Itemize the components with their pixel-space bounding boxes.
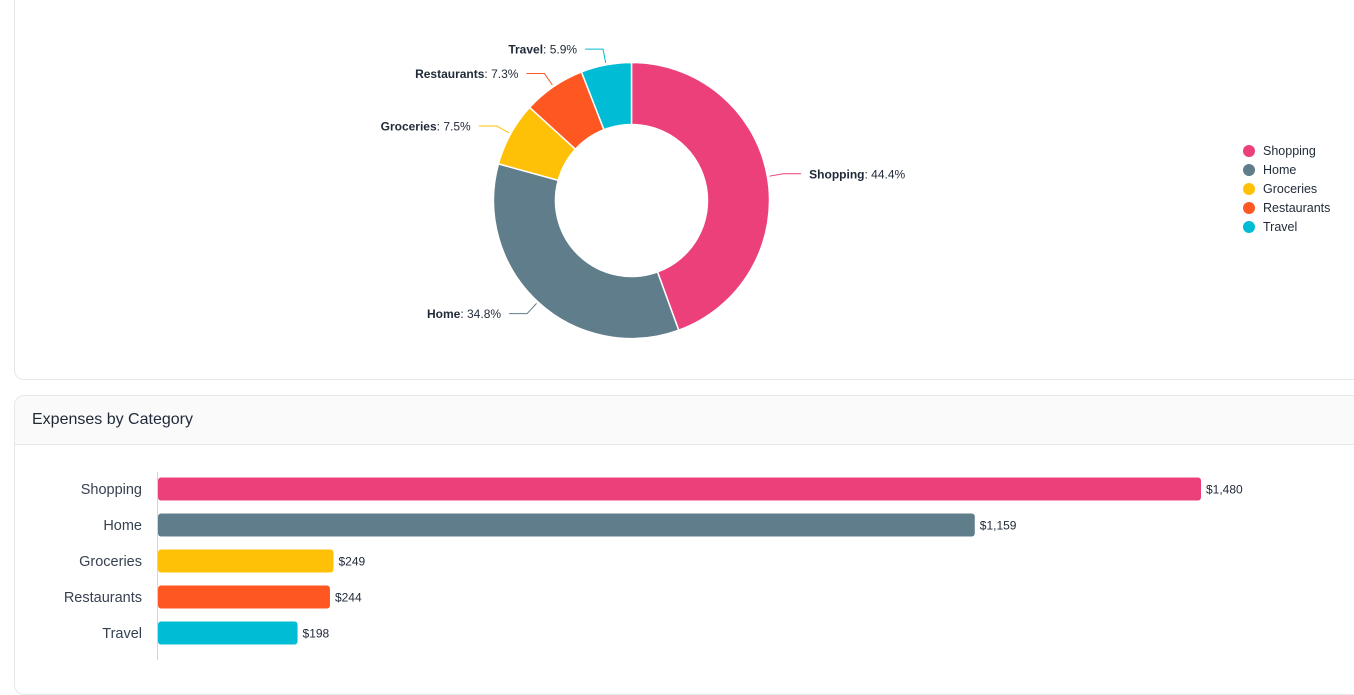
- donut-label-shopping: Shopping: 44.4%: [809, 167, 905, 181]
- legend-item-restaurants[interactable]: Restaurants: [1243, 198, 1330, 217]
- bar-category-label-shopping: Shopping: [81, 482, 142, 498]
- legend-label-shopping: Shopping: [1263, 143, 1316, 158]
- donut-slice-home[interactable]: [492, 162, 680, 340]
- legend-dot-groceries: [1243, 182, 1255, 195]
- bar-shopping[interactable]: [158, 477, 1201, 501]
- donut-slice-shopping[interactable]: [630, 61, 771, 332]
- bar-restaurants[interactable]: [158, 585, 330, 609]
- bar-travel[interactable]: [158, 621, 298, 645]
- legend-label-home: Home: [1263, 162, 1297, 177]
- bar-chart: Shopping $1,480 Home $1,159 Groceries $249 Res…: [64, 472, 1243, 660]
- bar-value-label-shopping: $1,480: [1206, 483, 1243, 497]
- bar-chart-title: Expenses by Category: [32, 411, 193, 428]
- legend-dot-restaurants: [1243, 201, 1255, 214]
- donut-label-home: Home: 34.8%: [427, 307, 501, 321]
- donut-slice-travel[interactable]: [580, 61, 633, 131]
- bar-value-label-travel: $198: [303, 627, 330, 641]
- donut-chart: Shopping: 44.4% Home: 34.8% Groceries: 7.5…: [381, 43, 906, 340]
- bar-value-label-groceries: $249: [338, 555, 365, 569]
- legend-item-home[interactable]: Home: [1243, 160, 1330, 179]
- legend-label-travel: Travel: [1263, 219, 1298, 234]
- bar-category-label-travel: Travel: [102, 626, 142, 642]
- legend-dot-shopping: [1243, 144, 1255, 157]
- legend-item-groceries[interactable]: Groceries: [1243, 179, 1330, 198]
- legend-dot-travel: [1243, 220, 1255, 233]
- donut-label-restaurants: Restaurants: 7.3%: [415, 67, 519, 81]
- donut-label-groceries: Groceries: 7.5%: [381, 120, 471, 134]
- bar-value-label-home: $1,159: [980, 519, 1017, 533]
- bar-category-label-home: Home: [103, 518, 142, 534]
- legend-dot-home: [1243, 163, 1255, 176]
- bar-value-label-restaurants: $244: [335, 591, 362, 605]
- legend-item-travel[interactable]: Travel: [1243, 217, 1330, 236]
- bar-chart-card: Expenses by Category: [14, 395, 1354, 695]
- donut-label-travel: Travel: 5.9%: [508, 43, 577, 57]
- legend-label-restaurants: Restaurants: [1263, 200, 1331, 215]
- donut-connector-restaurants: [526, 72, 553, 86]
- donut-connector-shopping: [769, 173, 802, 177]
- donut-connector-travel: [585, 48, 607, 63]
- bar-chart-header: Expenses by Category: [15, 396, 1354, 445]
- bar-home[interactable]: [158, 513, 975, 537]
- donut-legend: Shopping Home Groceries Restaurants Trav…: [1243, 141, 1330, 236]
- bar-category-label-restaurants: Restaurants: [64, 590, 142, 606]
- bar-groceries[interactable]: [158, 549, 334, 573]
- donut-connector-groceries: [478, 125, 510, 134]
- legend-label-groceries: Groceries: [1263, 181, 1318, 196]
- legend-item-shopping[interactable]: Shopping: [1243, 141, 1330, 160]
- donut-connector-home: [509, 303, 537, 315]
- bar-category-label-groceries: Groceries: [79, 554, 142, 570]
